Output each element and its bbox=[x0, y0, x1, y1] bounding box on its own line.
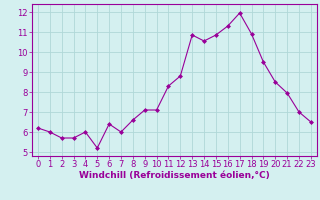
X-axis label: Windchill (Refroidissement éolien,°C): Windchill (Refroidissement éolien,°C) bbox=[79, 171, 270, 180]
